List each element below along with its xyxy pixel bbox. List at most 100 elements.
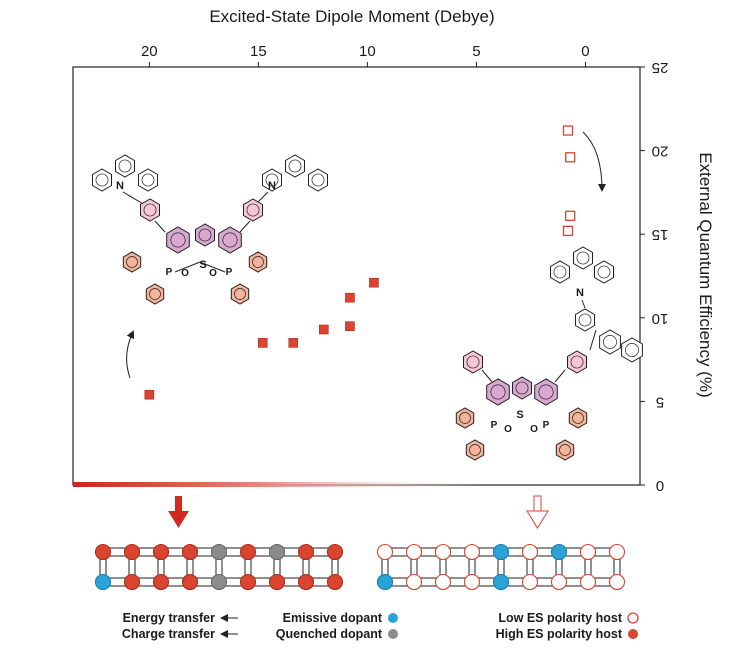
lattice-host [326,543,344,561]
y-tick-label: 5 [656,393,664,410]
data-points [144,125,576,400]
lattice-host [608,573,626,591]
lattice-host [376,543,394,561]
x-tick-label: 0 [581,43,589,60]
x-ticks: 0 5 10 15 20 [141,43,590,67]
lattice-host [123,573,141,591]
y-tick-label: 10 [652,310,669,327]
molecule-high-polarity-icon: N NSP PO O [92,154,328,305]
lattice-host [152,573,170,591]
lattice-emissive-dopant [492,543,510,561]
lattice-host [181,543,199,561]
legend-label-charge: Charge transfer [122,627,215,641]
y-tick-label: 20 [652,143,669,160]
svg-text:O: O [504,424,512,435]
svg-text:P: P [226,267,233,278]
lattice-host [463,573,481,591]
legend-item-emissive: Emissive dopant [283,611,398,625]
point-low-host [565,210,576,221]
svg-text:O: O [530,424,538,435]
lattice-quenched-dopant [210,573,228,591]
y-axis-label: External Quantum Efficiency (%) [696,152,715,397]
trend-arrow-right [582,131,606,192]
lattice-high-polarity [94,543,344,591]
lattice-emissive-dopant [492,573,510,591]
svg-text:S: S [199,259,206,271]
point-low-host [562,125,574,136]
lattice-host [239,573,257,591]
legend-label-energy: Energy transfer [123,611,216,625]
legend-label-low-host: Low ES polarity host [498,611,622,625]
lattice-host [405,573,423,591]
legend-label-emissive: Emissive dopant [283,611,383,625]
point-low-host [562,225,574,237]
svg-text:N: N [116,180,124,192]
point-high-host [345,321,355,331]
lattice-emissive-dopant [550,543,568,561]
lattice-host [94,543,112,561]
legend-item-high-host: High ES polarity host [496,627,638,641]
y-tick-label: 15 [652,226,669,243]
lattice-host [181,573,199,591]
lattice-host [239,543,257,561]
lattice-host [297,573,315,591]
lattice-host [405,543,423,561]
lattice-quenched-dopant [268,543,286,561]
lattice-host [521,573,539,591]
legend-item-low-host: Low ES polarity host [498,611,639,625]
x-axis-label: Excited-State Dipole Moment (Debye) [209,7,494,26]
molecule-low-polarity-icon: NSP PO O [455,246,643,461]
point-high-host [345,292,355,303]
point-high-host [144,389,155,400]
legend-item-charge: Charge transfer [122,627,238,641]
legend: Low ES polarity host High ES polarity ho… [122,611,639,641]
lattice-host [521,543,539,561]
x-tick-label: 15 [250,43,267,60]
lattice-host [123,543,141,561]
lattice-host [297,543,315,561]
lattice-emissive-dopant [376,573,394,591]
svg-text:P: P [166,267,173,278]
trend-arrow-left [126,330,135,379]
svg-text:O: O [181,268,189,279]
lattice-emissive-dopant [94,573,112,591]
svg-text:S: S [516,409,523,421]
point-high-host [318,324,329,335]
legend-label-high-host: High ES polarity host [496,627,623,641]
arrow-down-filled-icon [168,496,189,528]
lattice-host [463,543,481,561]
polarity-gradient-bar [73,482,483,487]
arrow-down-open-icon [526,495,549,529]
legend-label-quenched: Quenched dopant [276,627,383,641]
svg-text:N: N [268,180,276,192]
lattice-host [434,573,452,591]
legend-item-energy: Energy transfer [123,611,238,625]
lattice-quenched-dopant [210,543,228,561]
lattice-host [268,573,286,591]
lattice-host [579,543,597,561]
y-tick-label: 25 [652,59,669,76]
lattice-host [550,573,568,591]
lattice-host [152,543,170,561]
svg-text:P: P [491,420,498,431]
lattice-low-polarity [376,543,626,591]
point-high-host [288,338,299,348]
y-tick-label: 0 [656,477,664,494]
svg-text:O: O [209,268,217,279]
point-high-host [257,338,268,348]
x-tick-label: 10 [359,43,376,60]
svg-text:P: P [543,420,550,431]
lattice-host [434,543,452,561]
point-high-host [369,277,379,288]
legend-item-quenched: Quenched dopant [276,627,398,641]
point-low-host [565,152,576,163]
x-tick-label: 5 [472,43,480,60]
lattice-host [608,543,626,561]
x-tick-label: 20 [141,43,158,60]
svg-text:N: N [576,287,584,299]
lattice-host [326,573,344,591]
lattice-host [579,573,597,591]
y-ticks: 0 5 10 15 20 25 [640,59,668,494]
